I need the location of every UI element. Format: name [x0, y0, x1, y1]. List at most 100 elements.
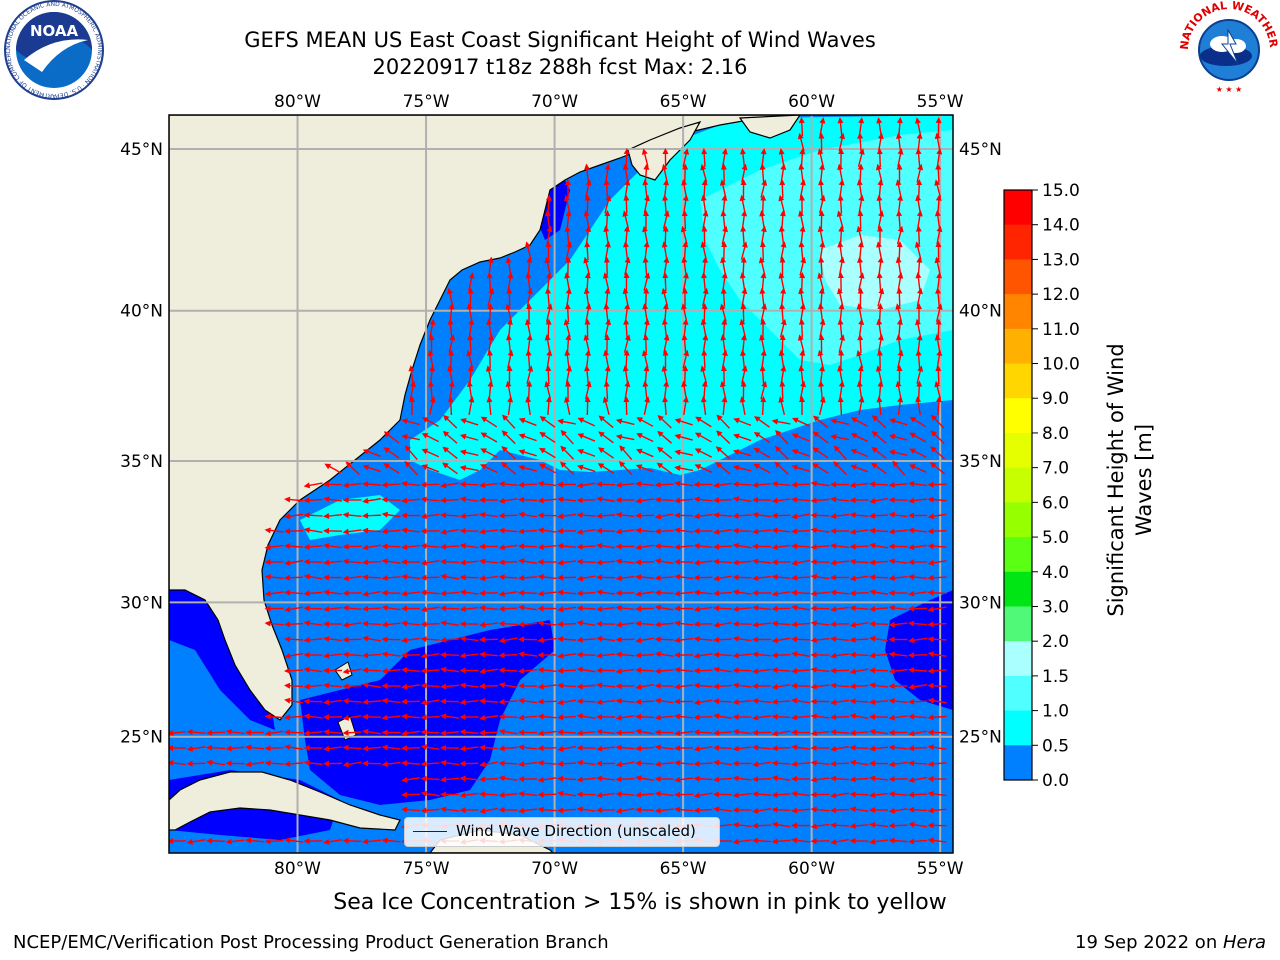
wave-arrow: [420, 775, 440, 782]
wave-arrow: [818, 132, 825, 152]
wave-arrow: [908, 667, 928, 674]
wave-arrow: [362, 464, 381, 473]
wave-arrow: [459, 589, 479, 596]
wave-arrow: [856, 349, 864, 369]
wave-arrow: [635, 544, 655, 551]
wave-arrow: [674, 543, 694, 550]
wave-arrow: [791, 775, 811, 782]
wave-arrow: [537, 652, 557, 659]
wave-arrow: [518, 807, 538, 814]
wave-arrow: [479, 807, 499, 814]
wave-arrow: [916, 365, 924, 384]
wave-arrow: [752, 604, 772, 611]
wave-arrow: [284, 682, 304, 689]
wave-arrow: [869, 667, 889, 674]
wave-arrow: [518, 621, 538, 628]
wave-arrow: [713, 512, 733, 519]
wave-arrow: [857, 163, 864, 183]
wave-arrow: [849, 528, 869, 535]
wave-arrow: [857, 287, 864, 307]
wave-arrow: [501, 414, 516, 429]
wave-arrow: [908, 683, 928, 690]
wave-arrow: [916, 287, 923, 307]
wave-arrow: [635, 760, 655, 767]
wave-arrow: [869, 497, 889, 504]
wave-arrow: [576, 666, 596, 673]
wave-arrow: [779, 318, 787, 338]
wave-arrow: [740, 334, 747, 354]
wave-arrow: [858, 396, 865, 415]
lat-label-right-4: 25°N: [959, 728, 1002, 748]
wave-arrow: [869, 652, 889, 659]
wave-arrow: [927, 775, 947, 782]
wave-arrow: [545, 241, 552, 261]
wave-arrow: [877, 303, 884, 323]
wave-arrow: [908, 480, 928, 487]
wave-arrow: [362, 635, 382, 642]
wave-arrow: [596, 481, 616, 488]
wave-arrow: [740, 225, 747, 245]
wave-arrow: [869, 559, 889, 566]
wave-arrow: [791, 496, 811, 503]
wave-arrow: [615, 590, 635, 597]
wave-arrow: [934, 380, 942, 400]
wave-arrow: [812, 415, 829, 429]
wave-arrow: [635, 527, 655, 534]
wave-arrow: [888, 837, 908, 844]
wave-arrow: [583, 287, 590, 307]
wave-arrow: [927, 496, 947, 503]
wave-arrow: [693, 589, 713, 596]
wave-arrow: [479, 543, 499, 550]
wave-arrow: [682, 272, 689, 291]
wave-arrow: [654, 481, 674, 488]
wave-arrow: [303, 543, 323, 550]
wave-arrow: [716, 430, 731, 445]
wave-arrow: [778, 396, 786, 415]
wave-arrow: [401, 730, 421, 737]
wave-arrow: [479, 776, 499, 783]
wave-arrow: [876, 272, 883, 292]
wave-arrow: [799, 272, 806, 292]
wave-arrow: [775, 429, 789, 445]
wave-arrow: [342, 575, 362, 582]
wave-arrow: [908, 512, 928, 519]
wave-arrow: [381, 729, 401, 736]
wave-arrow: [284, 837, 304, 844]
wave-arrow: [557, 574, 577, 581]
wave-arrow: [888, 697, 908, 704]
wave-arrow: [936, 225, 943, 245]
wave-arrow: [798, 287, 805, 307]
wave-arrow: [576, 651, 596, 658]
wave-arrow: [935, 318, 942, 338]
wave-arrow: [858, 194, 865, 214]
wave-arrow: [927, 559, 947, 566]
wave-arrow: [585, 303, 592, 322]
wave-arrow: [876, 117, 883, 137]
wave-arrow: [518, 790, 538, 797]
colorbar-tick-11: 4.0: [1042, 563, 1069, 583]
wave-arrow: [674, 698, 694, 705]
wave-arrow: [810, 558, 830, 565]
wave-arrow: [713, 497, 733, 504]
wave-arrow: [830, 682, 850, 689]
wave-arrow: [440, 528, 460, 535]
wave-arrow: [323, 512, 343, 519]
wave-arrow: [603, 225, 610, 245]
legend-line-sample: [413, 831, 447, 832]
wave-arrow: [420, 481, 440, 488]
wave-arrow: [479, 558, 499, 565]
wave-arrow: [908, 713, 928, 720]
wave-arrow: [888, 776, 908, 783]
wave-arrow: [537, 605, 557, 612]
wave-arrow: [557, 714, 577, 721]
wave-arrow: [771, 806, 791, 813]
wave-arrow: [381, 558, 401, 565]
wave-arrow: [284, 636, 304, 643]
wave-arrow: [752, 558, 772, 565]
wave-arrow: [771, 590, 791, 597]
wave-arrow: [752, 698, 772, 705]
wave-arrow: [869, 635, 889, 642]
wave-arrow: [362, 590, 382, 597]
wave-arrow: [740, 303, 747, 323]
wave-arrow: [440, 497, 460, 504]
